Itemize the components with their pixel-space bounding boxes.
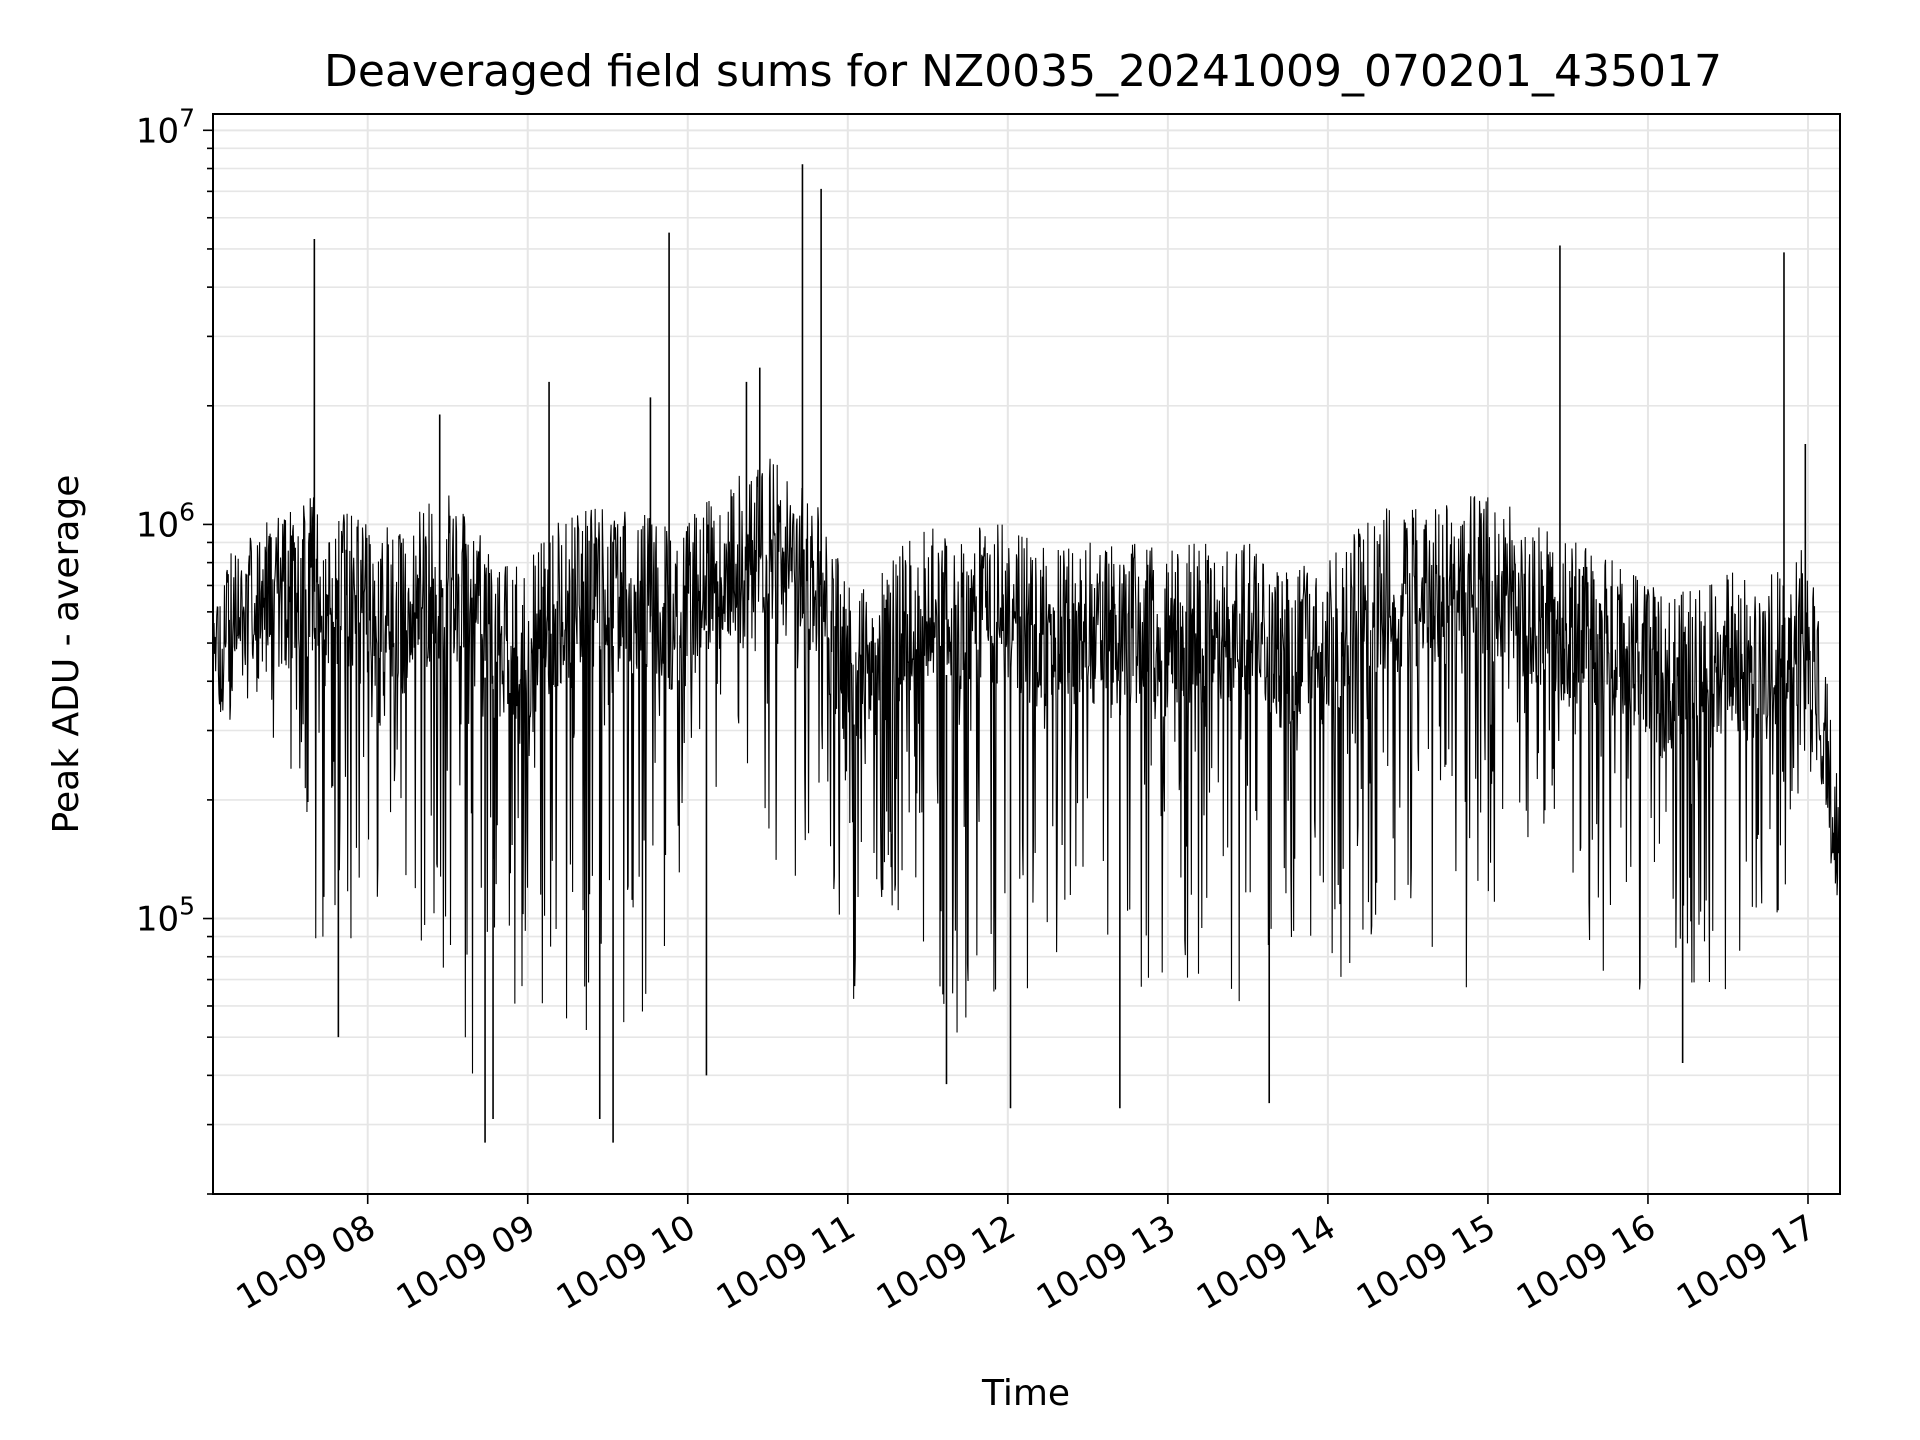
chart-title: Deaveraged field sums for NZ0035_2024100… [324,46,1722,97]
plot-frame [212,113,1841,1195]
data-trace [213,458,1840,1074]
data-layer [213,164,1840,1143]
y-tick-label: 105 [136,892,195,940]
y-axis-label: Peak ADU - average [46,475,87,834]
y-tick-exponent: 6 [179,497,195,526]
y-tick-label: 107 [136,103,195,151]
y-tick-label: 106 [136,497,195,545]
y-tick-base: 10 [136,111,179,151]
y-tick-base: 10 [136,505,179,545]
grid-layer [213,114,1840,1195]
y-tick-exponent: 5 [179,892,195,921]
y-tick-base: 10 [136,900,179,940]
y-tick-exponent: 7 [179,103,195,132]
x-axis-label: Time [981,1373,1070,1414]
